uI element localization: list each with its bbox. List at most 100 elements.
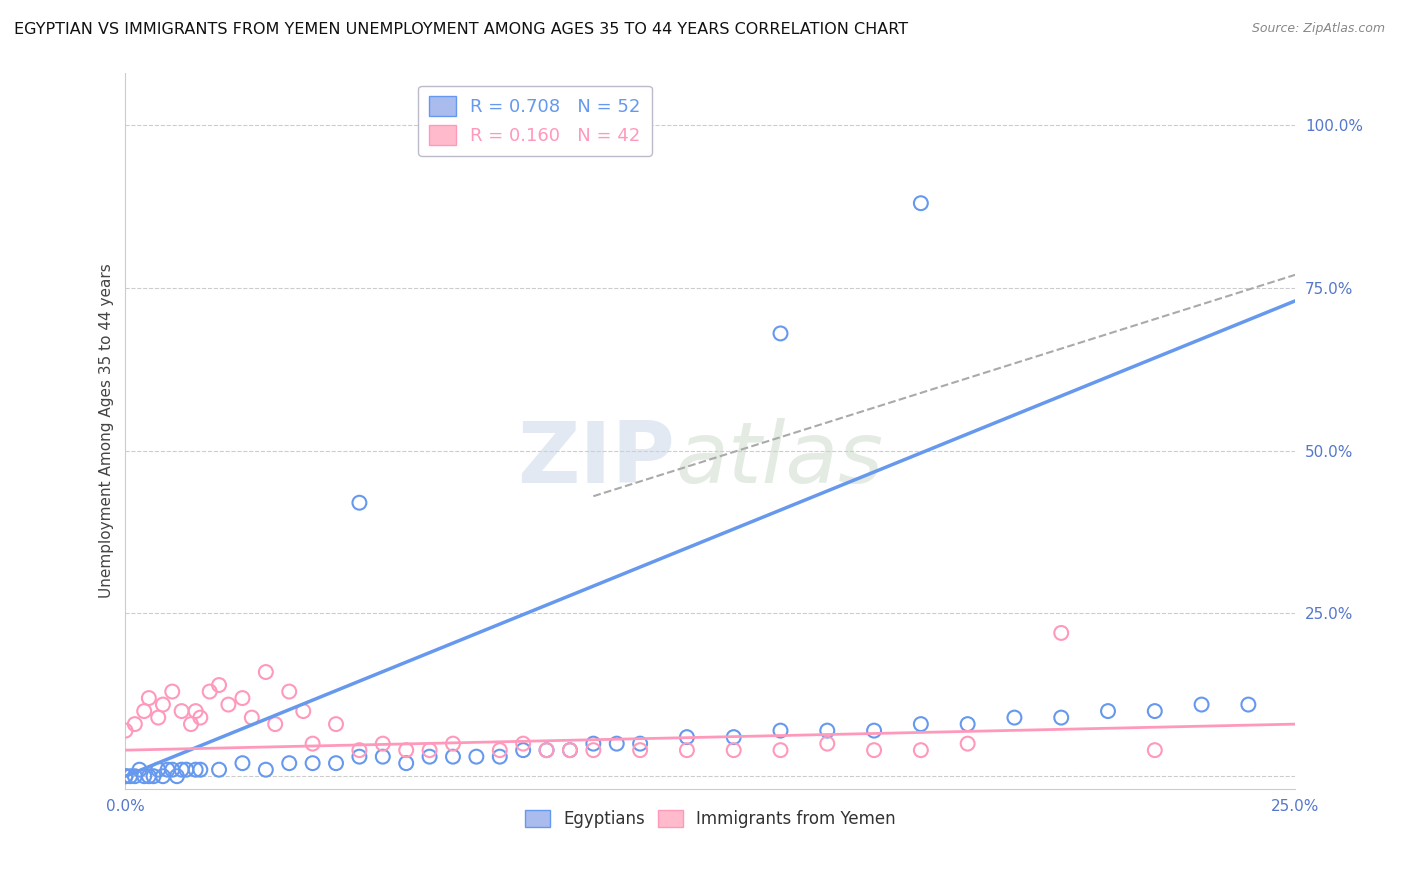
Point bbox=[231, 691, 253, 706]
Point bbox=[863, 743, 886, 757]
Point bbox=[956, 737, 979, 751]
Point bbox=[240, 710, 263, 724]
Point bbox=[208, 763, 231, 777]
Point bbox=[676, 730, 699, 744]
Point bbox=[395, 743, 418, 757]
Point bbox=[152, 698, 174, 712]
Point bbox=[349, 743, 371, 757]
Point bbox=[162, 684, 184, 698]
Point bbox=[465, 749, 488, 764]
Point bbox=[278, 684, 301, 698]
Point bbox=[278, 756, 301, 771]
Point bbox=[371, 737, 394, 751]
Point bbox=[419, 743, 441, 757]
Point bbox=[371, 749, 394, 764]
Text: Source: ZipAtlas.com: Source: ZipAtlas.com bbox=[1251, 22, 1385, 36]
Point bbox=[419, 749, 441, 764]
Point bbox=[231, 756, 253, 771]
Point bbox=[769, 743, 792, 757]
Text: ZIP: ZIP bbox=[517, 418, 675, 501]
Point bbox=[512, 743, 534, 757]
Point bbox=[769, 723, 792, 738]
Point bbox=[1237, 698, 1260, 712]
Point bbox=[174, 763, 197, 777]
Point bbox=[198, 684, 221, 698]
Point bbox=[863, 723, 886, 738]
Point bbox=[815, 737, 838, 751]
Point bbox=[152, 769, 174, 783]
Point bbox=[188, 763, 211, 777]
Point bbox=[138, 691, 160, 706]
Point bbox=[1050, 710, 1073, 724]
Point bbox=[628, 743, 651, 757]
Point bbox=[292, 704, 315, 718]
Point bbox=[325, 756, 347, 771]
Point bbox=[156, 763, 179, 777]
Point bbox=[536, 743, 558, 757]
Text: EGYPTIAN VS IMMIGRANTS FROM YEMEN UNEMPLOYMENT AMONG AGES 35 TO 44 YEARS CORRELA: EGYPTIAN VS IMMIGRANTS FROM YEMEN UNEMPL… bbox=[14, 22, 908, 37]
Point bbox=[910, 196, 932, 211]
Point bbox=[142, 769, 165, 783]
Point bbox=[301, 756, 323, 771]
Point bbox=[170, 704, 193, 718]
Point bbox=[395, 756, 418, 771]
Point bbox=[120, 769, 142, 783]
Point bbox=[188, 710, 211, 724]
Point bbox=[349, 749, 371, 764]
Point bbox=[134, 704, 156, 718]
Point bbox=[162, 763, 184, 777]
Point bbox=[676, 743, 699, 757]
Point bbox=[325, 717, 347, 731]
Legend: Egyptians, Immigrants from Yemen: Egyptians, Immigrants from Yemen bbox=[517, 803, 903, 835]
Point bbox=[582, 737, 605, 751]
Point bbox=[956, 717, 979, 731]
Point bbox=[138, 769, 160, 783]
Point bbox=[628, 737, 651, 751]
Point bbox=[488, 743, 510, 757]
Point bbox=[769, 326, 792, 341]
Point bbox=[148, 710, 170, 724]
Text: atlas: atlas bbox=[675, 418, 883, 501]
Point bbox=[815, 723, 838, 738]
Point bbox=[582, 743, 605, 757]
Point bbox=[134, 769, 156, 783]
Point bbox=[1097, 704, 1119, 718]
Point bbox=[180, 717, 202, 731]
Point bbox=[184, 763, 207, 777]
Point bbox=[723, 730, 745, 744]
Point bbox=[1004, 710, 1026, 724]
Point bbox=[1191, 698, 1213, 712]
Point bbox=[606, 737, 628, 751]
Point bbox=[1050, 626, 1073, 640]
Y-axis label: Unemployment Among Ages 35 to 44 years: Unemployment Among Ages 35 to 44 years bbox=[100, 264, 114, 599]
Point bbox=[910, 743, 932, 757]
Point bbox=[512, 737, 534, 751]
Point bbox=[114, 769, 136, 783]
Point bbox=[301, 737, 323, 751]
Point bbox=[148, 763, 170, 777]
Point bbox=[170, 763, 193, 777]
Point bbox=[114, 723, 136, 738]
Point bbox=[217, 698, 239, 712]
Point bbox=[536, 743, 558, 757]
Point bbox=[124, 717, 146, 731]
Point bbox=[208, 678, 231, 692]
Point bbox=[349, 496, 371, 510]
Point bbox=[558, 743, 581, 757]
Point bbox=[166, 769, 188, 783]
Point bbox=[488, 749, 510, 764]
Point bbox=[124, 769, 146, 783]
Point bbox=[558, 743, 581, 757]
Point bbox=[114, 769, 136, 783]
Point bbox=[441, 749, 464, 764]
Point bbox=[723, 743, 745, 757]
Point bbox=[1143, 704, 1166, 718]
Point bbox=[184, 704, 207, 718]
Point bbox=[264, 717, 287, 731]
Point bbox=[441, 737, 464, 751]
Point bbox=[910, 717, 932, 731]
Point bbox=[254, 763, 277, 777]
Point bbox=[128, 763, 150, 777]
Point bbox=[254, 665, 277, 679]
Point bbox=[1143, 743, 1166, 757]
